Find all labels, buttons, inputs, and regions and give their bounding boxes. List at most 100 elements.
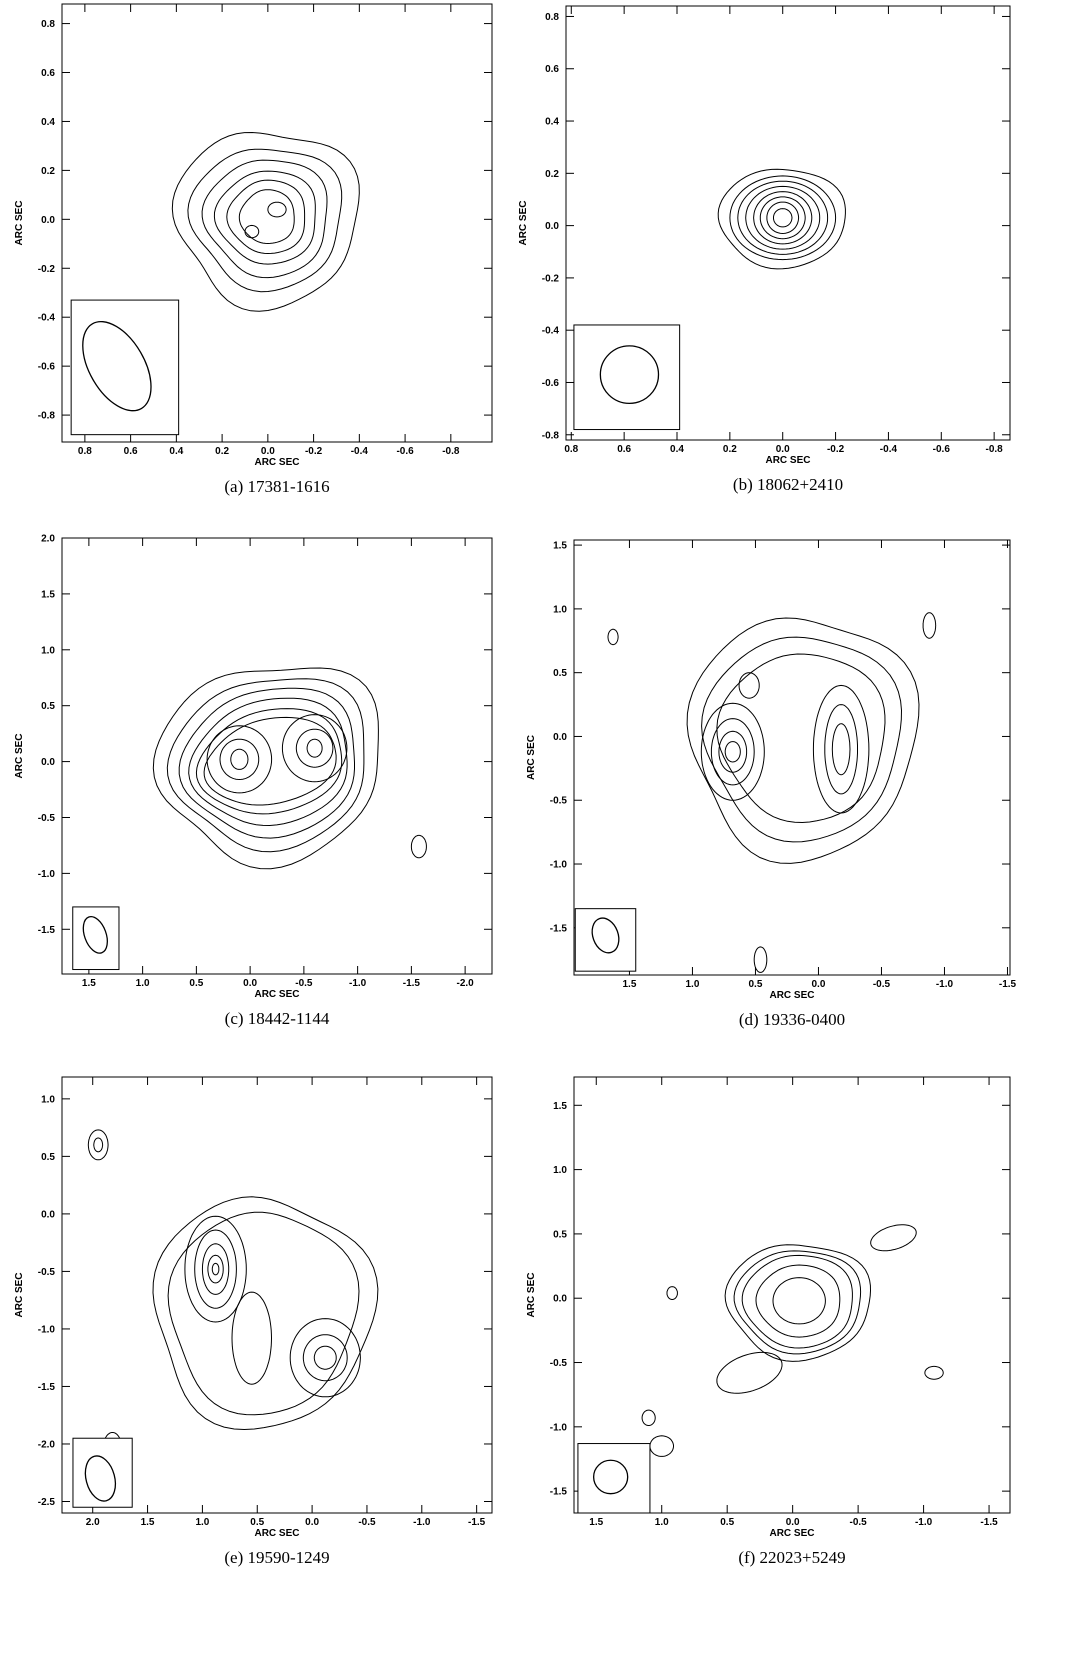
- panel-e-x-axis-label: ARC SEC: [254, 1528, 299, 1539]
- panel-f-xtick-label: -1.0: [915, 1517, 933, 1528]
- panel-a-ytick-label: -0.6: [38, 362, 56, 373]
- panel-c-contours: [152, 667, 427, 870]
- panel-b-contour-level: [745, 185, 821, 250]
- panel-a-frame: [61, 3, 493, 443]
- panel-e-xtick-label: -1.5: [468, 1517, 486, 1528]
- panel-f-contour-level: [666, 1286, 678, 1300]
- panel-d-contour-level: [716, 653, 886, 824]
- panel-e-contour-level: [167, 1211, 360, 1416]
- panel-a-xtick-label: -0.2: [305, 446, 323, 457]
- panel-e-contours: [87, 1129, 379, 1461]
- panel-c-xtick-label: 1.0: [136, 978, 150, 989]
- panel-c-y-axis-label: ARC SEC: [14, 733, 25, 778]
- panel-a-contour-level: [238, 189, 295, 245]
- panel-a-xtick-label: -0.4: [351, 446, 369, 457]
- panel-d-xtick-label: -0.5: [873, 979, 891, 990]
- panel-c-xtick-label: -1.0: [349, 978, 367, 989]
- panel-d-contour-level: [710, 718, 755, 786]
- panel-c-contour-level: [219, 738, 260, 781]
- panel-f-xtick-label: -1.5: [980, 1517, 998, 1528]
- panel-d-contours: [607, 612, 937, 973]
- panel-c-contour-level: [410, 834, 427, 859]
- panel-b-xtick-label: -0.2: [827, 444, 845, 455]
- panel-c-ytick-label: -1.5: [38, 925, 56, 936]
- panel-a-xtick-label: 0.6: [124, 446, 138, 457]
- panel-e-caption: (e) 19590-1249: [224, 1548, 329, 1567]
- panel-d-ytick-label: 0.5: [553, 668, 567, 679]
- panel-b-ytick-label: 0.6: [545, 64, 559, 75]
- panel-f-xtick-label: 0.0: [786, 1517, 800, 1528]
- panel-b-contour-level: [717, 168, 846, 270]
- panel-f-y-axis-label: ARC SEC: [526, 1272, 537, 1317]
- panel-d-contour-level: [718, 730, 748, 773]
- panel-d-contour-level: [724, 741, 741, 763]
- panel-b-xtick-label: 0.0: [776, 444, 790, 455]
- panel-b-ytick-label: 0.0: [545, 221, 559, 232]
- panel-d-xtick-label: 0.5: [749, 979, 763, 990]
- panel-b-contour-level: [773, 208, 793, 228]
- panel-e-contour-level: [93, 1137, 104, 1153]
- panel-e-ytick-label: -0.5: [38, 1267, 56, 1278]
- panel-c-xtick-label: -2.0: [457, 978, 475, 989]
- panel-e-contour-level: [231, 1291, 273, 1385]
- panel-f-contours: [641, 1224, 944, 1457]
- panel-b-caption: (b) 18062+2410: [733, 475, 843, 494]
- panel-d-y-axis-label: ARC SEC: [526, 735, 537, 780]
- panel-b-x-axis-label: ARC SEC: [765, 455, 810, 466]
- panel-b-xtick-label: 0.6: [617, 444, 631, 455]
- panel-c-xtick-label: 1.5: [82, 978, 96, 989]
- panel-c-contour-level: [178, 687, 355, 839]
- panel-b-contour-level: [759, 196, 806, 240]
- panel-b-contours: [717, 168, 846, 270]
- panel-c-contour-level: [152, 667, 379, 870]
- panel-e-contour-level: [152, 1196, 379, 1431]
- panel-e-ytick-label: -2.5: [38, 1497, 56, 1508]
- panel-a-ytick-label: 0.4: [41, 117, 55, 128]
- panel-a-ytick-label: -0.4: [38, 313, 56, 324]
- panel-f-contour-level: [755, 1264, 841, 1338]
- panel-c-xtick-label: -0.5: [295, 978, 313, 989]
- panel-c: 1.5 1.0 0.5 0.0 -0.5 -1.0 -1.5 -2.0 2.0 1.5 1.0 0.5…: [14, 534, 493, 1028]
- panel-c-contour-level: [295, 728, 334, 768]
- panel-d-contour-level: [700, 702, 765, 801]
- panel-a-ytick-label: 0.8: [41, 19, 55, 30]
- panel-a-caption: (a) 17381-1616: [224, 477, 329, 496]
- panel-e-xtick-label: 1.0: [195, 1517, 209, 1528]
- panel-f-x-axis-label: ARC SEC: [769, 1528, 814, 1539]
- panel-f-contour-level: [870, 1224, 917, 1252]
- panel-c-frame: [61, 537, 493, 975]
- panel-a-contour-level: [171, 131, 360, 312]
- panel-c-ytick-label: 1.5: [41, 589, 55, 600]
- panel-e-contour-level: [302, 1334, 348, 1382]
- panel-b-xtick-label: 0.2: [723, 444, 737, 455]
- panel-a-ytick-label: -0.8: [38, 411, 56, 422]
- panel-b-xtick-label: -0.6: [933, 444, 951, 455]
- panel-f-ytick-label: -1.0: [550, 1422, 568, 1433]
- panel-a-beam-ellipse: [82, 320, 152, 412]
- panel-a-xtick-label: 0.2: [215, 446, 229, 457]
- panel-b-ytick-label: 0.4: [545, 117, 559, 128]
- panel-d-contour-level: [607, 628, 619, 646]
- panel-b-y-axis-label: ARC SEC: [518, 200, 529, 245]
- panel-b-contour-level: [737, 180, 829, 255]
- panel-b-ytick-label: 0.8: [545, 12, 559, 23]
- panel-e-xtick-label: 2.0: [86, 1517, 100, 1528]
- panel-f-contour-level: [724, 1244, 872, 1362]
- panel-a-ytick-label: -0.2: [38, 264, 56, 275]
- panel-c-contour-level: [166, 678, 365, 853]
- panel-b-ytick-label: -0.6: [542, 378, 560, 389]
- panel-c-ytick-label: -0.5: [38, 813, 56, 824]
- panel-c-contour-level: [230, 748, 249, 770]
- panel-d-ytick-label: 1.5: [553, 541, 567, 552]
- panel-c-xtick-label: -1.5: [403, 978, 421, 989]
- panel-d-contour-level: [812, 684, 870, 814]
- panel-b-ytick-label: -0.4: [542, 326, 560, 337]
- panel-e-xtick-label: 0.5: [250, 1517, 264, 1528]
- panel-b-beam-ellipse: [599, 345, 660, 405]
- panel-e-contour-level: [211, 1262, 220, 1276]
- panel-f-ytick-label: -0.5: [550, 1358, 568, 1369]
- panel-f-xtick-label: 1.0: [655, 1517, 669, 1528]
- panel-e-ytick-label: 0.5: [41, 1152, 55, 1163]
- panel-e-ytick-label: -1.0: [38, 1324, 56, 1335]
- panel-c-contour-level: [206, 725, 273, 794]
